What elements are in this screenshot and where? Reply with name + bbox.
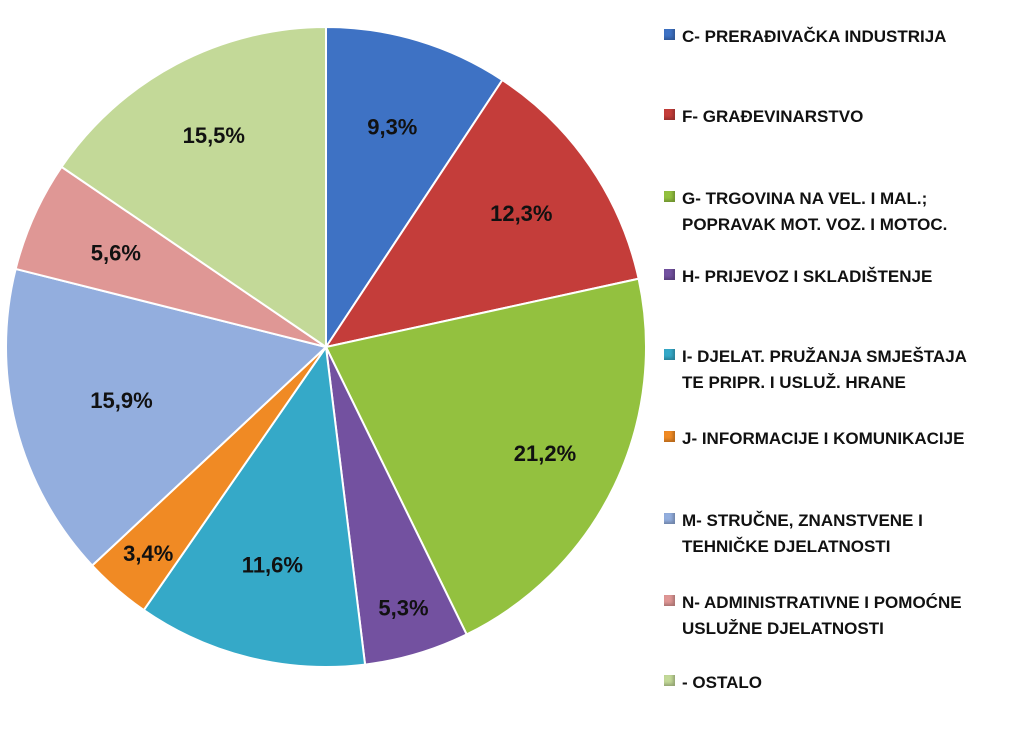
legend-swatch	[664, 349, 675, 360]
pie-slice-9	[60, 25, 327, 349]
legend-swatch	[664, 675, 675, 686]
legend-swatch	[664, 109, 675, 120]
legend-label: N- ADMINISTRATIVNE I POMOĆNE USLUŽNE DJEL…	[682, 590, 962, 642]
legend-item: I- DJELAT. PRUŽANJA SMJEŠTAJA TE PRIPR. I…	[664, 344, 967, 396]
legend-label-line: M- STRUČNE, ZNANSTVENE I	[682, 511, 923, 530]
pie-slice-3	[324, 277, 647, 636]
pie-slice-2	[323, 78, 640, 349]
legend-label: H- PRIJEVOZ I SKLADIŠTENJE	[682, 264, 932, 290]
legend-label-line: USLUŽNE DJELATNOSTI	[682, 619, 884, 638]
legend-item: G- TRGOVINA NA VEL. I MAL.; POPRAVAK MOT.…	[664, 186, 947, 238]
legend-swatch	[664, 269, 675, 280]
pie-chart-svg: 9,3% 12,3% 21,2% 5,3% 11,6% 3,4% 15,9% 5,6% 15,5…	[5, 25, 647, 668]
legend-swatch	[664, 191, 675, 202]
slice-data-label: 9,3%	[367, 114, 417, 139]
slice-data-label: 5,3%	[378, 596, 428, 621]
legend-label-line: C- PRERAĐIVAČKA INDUSTRIJA	[682, 27, 947, 46]
legend-swatch	[664, 595, 675, 606]
pie-slice-7	[5, 267, 329, 567]
legend-label-line: N- ADMINISTRATIVNE I POMOĆNE	[682, 593, 962, 612]
legend-label: G- TRGOVINA NA VEL. I MAL.; POPRAVAK MOT.…	[682, 186, 947, 238]
legend-item: H- PRIJEVOZ I SKLADIŠTENJE	[664, 264, 932, 290]
slice-data-label: 12,3%	[490, 201, 552, 226]
slice-data-label: 21,2%	[514, 441, 576, 466]
legend-label: F- GRAĐEVINARSTVO	[682, 104, 863, 130]
slice-data-label: 15,9%	[90, 388, 152, 413]
legend-label-line: TE PRIPR. I USLUŽ. HRANE	[682, 373, 906, 392]
legend-item: - OSTALO	[664, 670, 762, 696]
legend-label-line: H- PRIJEVOZ I SKLADIŠTENJE	[682, 267, 933, 286]
slice-data-label: 5,6%	[91, 241, 141, 266]
legend-label-line: - OSTALO	[682, 673, 762, 692]
legend-label: C- PRERAĐIVAČKA INDUSTRIJA	[682, 24, 946, 50]
legend-item: J- INFORMACIJE I KOMUNIKACIJE	[664, 426, 964, 452]
legend-swatch	[664, 29, 675, 40]
legend-item: M- STRUČNE, ZNANSTVENE I TEHNIČKE DJELATN…	[664, 508, 923, 560]
slice-data-label: 11,6%	[242, 552, 303, 577]
slice-data-label: 15,5%	[183, 123, 245, 148]
legend-label-line: I- DJELAT. PRUŽANJA SMJEŠTAJA	[682, 347, 967, 366]
legend-label-line: J- INFORMACIJE I KOMUNIKACIJE	[682, 429, 965, 448]
legend-item: F- GRAĐEVINARSTVO	[664, 104, 863, 130]
legend-label: - OSTALO	[682, 670, 762, 696]
legend-label-line: F- GRAĐEVINARSTVO	[682, 107, 864, 126]
chart-legend: C- PRERAĐIVAČKA INDUSTRIJA F- GRAĐEVINARS…	[664, 0, 1024, 745]
legend-item: C- PRERAĐIVAČKA INDUSTRIJA	[664, 24, 946, 50]
pie-chart: 9,3% 12,3% 21,2% 5,3% 11,6% 3,4% 15,9% 5,6% 15,5…	[5, 25, 647, 668]
legend-label-line: G- TRGOVINA NA VEL. I MAL.;	[682, 189, 928, 208]
slice-data-label: 3,4%	[123, 541, 173, 566]
legend-swatch	[664, 513, 675, 524]
legend-label-line: TEHNIČKE DJELATNOSTI	[682, 537, 891, 556]
legend-label: J- INFORMACIJE I KOMUNIKACIJE	[682, 426, 964, 452]
pie-slice-5	[142, 344, 367, 668]
legend-label-line: POPRAVAK MOT. VOZ. I MOTOC.	[682, 215, 948, 234]
legend-label: I- DJELAT. PRUŽANJA SMJEŠTAJA TE PRIPR. I…	[682, 344, 967, 396]
legend-item: N- ADMINISTRATIVNE I POMOĆNE USLUŽNE DJEL…	[664, 590, 962, 642]
legend-label: M- STRUČNE, ZNANSTVENE I TEHNIČKE DJELATN…	[682, 508, 923, 560]
legend-swatch	[664, 431, 675, 442]
pie-slice-1	[325, 25, 504, 351]
